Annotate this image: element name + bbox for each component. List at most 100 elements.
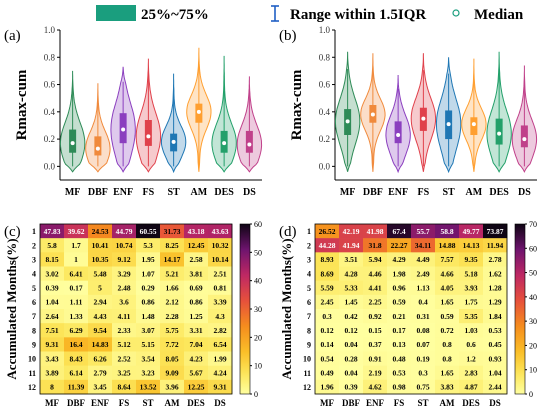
- cell-label: 5.8: [47, 241, 57, 250]
- x-tick-label: MF: [320, 398, 334, 408]
- panel-label: (a): [4, 28, 21, 44]
- median-enf: [121, 127, 126, 132]
- x-tick-label: MF: [65, 187, 81, 198]
- heatmap-cell: [64, 323, 89, 338]
- y-tick-label: 3: [32, 255, 36, 264]
- heatmap-cell: [315, 238, 340, 253]
- cell-label: 1.04: [45, 298, 58, 307]
- heatmap-cell: [387, 266, 412, 281]
- cell-label: 34.11: [415, 241, 432, 250]
- heatmap-cell: [208, 294, 233, 310]
- median-des: [222, 141, 227, 146]
- cell-label: 4.05: [440, 284, 453, 293]
- cell-label: 0.04: [344, 369, 357, 378]
- heatmap-cell: [411, 238, 436, 253]
- cell-label: 1.84: [488, 312, 501, 321]
- heatmap-cell: [40, 323, 65, 338]
- median-am: [196, 109, 201, 114]
- iqr-box-am: [470, 117, 478, 135]
- cell-label: 3.89: [45, 369, 58, 378]
- heatmap-cell: [363, 365, 388, 381]
- cell-label: 1.99: [213, 354, 226, 363]
- cell-label: 2.52: [117, 354, 130, 363]
- heatmap-cell: [136, 351, 161, 366]
- legend: 25%~75% Range within 1.5IQR Median: [96, 5, 524, 23]
- cell-label: 0.39: [344, 383, 357, 392]
- heatmap-cell: [459, 294, 484, 310]
- legend-iqr-label: 25%~75%: [141, 7, 209, 23]
- cell-label: 12.45: [188, 241, 205, 250]
- cell-label: 4.66: [440, 269, 453, 278]
- cell-label: 10.32: [212, 241, 229, 250]
- x-tick-label: ST: [417, 398, 428, 408]
- cell-label: 31.73: [164, 227, 181, 236]
- x-tick-label: FS: [143, 187, 155, 198]
- heatmap-cell: [363, 379, 388, 395]
- heatmap-cell: [315, 252, 340, 267]
- cell-label: 6.29: [69, 326, 82, 335]
- y-tick-label: 0.2: [44, 134, 55, 144]
- heatmap-cell: [184, 224, 209, 239]
- heatmap-cell: [483, 365, 508, 381]
- heatmap-cell: [363, 351, 388, 366]
- cell-label: 2.78: [488, 255, 501, 264]
- heatmap-cell: [184, 266, 209, 281]
- heatmap-cell: [184, 309, 209, 324]
- heatmap-cell: [435, 238, 460, 253]
- heatmap-cell: [483, 266, 508, 281]
- cell-label: 0.92: [368, 312, 381, 321]
- heatmap-cell: [459, 238, 484, 253]
- y-tick-label: 0.8: [319, 52, 331, 62]
- heatmap-cell: [363, 224, 388, 239]
- violin-chart-a: (a) 0.0 0.2 0.4 0.6 0.8 1.0 Rmax-cum MF DBF ENF FS S…: [4, 25, 263, 198]
- cell-label: 6.26: [93, 354, 106, 363]
- heatmap-cell: [160, 238, 185, 253]
- heatmap-cell: [136, 266, 161, 281]
- cell-label: 1.48: [141, 312, 154, 321]
- heatmap-cell: [411, 337, 436, 352]
- cell-label: 14.17: [164, 255, 181, 264]
- cell-label: 4.49: [416, 255, 429, 264]
- cell-label: 0.3: [322, 312, 332, 321]
- cell-label: 44.28: [319, 241, 336, 250]
- colorbar-tick-label: 20: [254, 333, 262, 342]
- heatmap-cell: [435, 365, 460, 381]
- heatmap-cell: [88, 294, 113, 310]
- heatmap-cell: [411, 323, 436, 338]
- y-tick-label: 1: [307, 227, 311, 236]
- cell-label: 4.3: [215, 312, 225, 321]
- heatmap-cell: [160, 266, 185, 281]
- cell-label: 3.25: [117, 369, 130, 378]
- heatmap-cell: [160, 337, 185, 352]
- heatmap-cell: [40, 238, 65, 253]
- x-tick-label: ENF: [388, 187, 408, 198]
- heatmap-cell: [459, 252, 484, 267]
- heatmap-cell: [64, 280, 89, 296]
- heatmap-cell: [208, 238, 233, 253]
- cell-label: 41.98: [367, 227, 384, 236]
- heatmap-cell: [40, 266, 65, 281]
- cell-label: 0.81: [213, 284, 226, 293]
- cell-label: 7.72: [165, 340, 178, 349]
- cell-label: 0.14: [320, 340, 333, 349]
- heatmap-cell: [387, 224, 412, 239]
- heatmap-cell: [160, 379, 185, 395]
- heatmap-cell: [387, 379, 412, 395]
- heatmap-cell: [184, 365, 209, 381]
- heatmap-cell: [435, 266, 460, 281]
- cell-label: 3.39: [213, 298, 226, 307]
- x-tick-label: AM: [466, 187, 483, 198]
- iqr-box-mf: [69, 129, 77, 153]
- colorbar-tick-label: 70: [529, 220, 537, 229]
- heatmap-cell: [459, 379, 484, 395]
- median-ds: [522, 137, 527, 142]
- heatmap-cell: [112, 323, 137, 338]
- heatmap-cell: [483, 280, 508, 296]
- cell-label: 2.58: [189, 255, 202, 264]
- cell-label: 2.82: [213, 326, 226, 335]
- heatmap-cell: [483, 351, 508, 366]
- heatmap-cell: [363, 266, 388, 281]
- x-tick-label: ST: [168, 187, 181, 198]
- heatmap-cell: [184, 280, 209, 296]
- heatmap-cell: [339, 224, 364, 239]
